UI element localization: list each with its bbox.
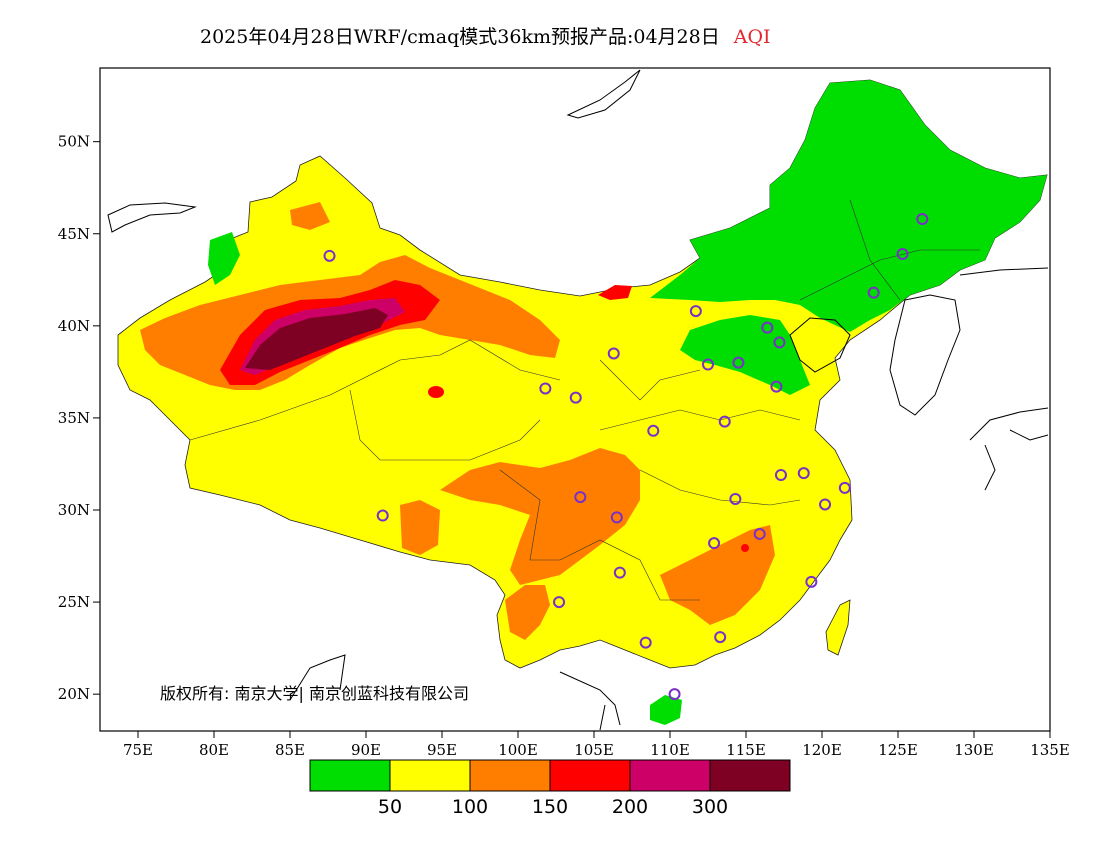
y-tick-label: 40N	[58, 317, 90, 335]
copyright-notice: 版权所有: 南京大学| 南京创蓝科技有限公司	[160, 684, 469, 703]
colorbar-swatch	[309, 759, 391, 792]
monitoring-stations	[323, 213, 929, 701]
station-marker	[797, 467, 810, 480]
x-tick-label: 80E	[199, 741, 229, 759]
station-marker	[805, 575, 818, 588]
map-title: 2025年04月28日WRF/cmaq模式36km预报产品:04月28日 AQI	[200, 22, 771, 49]
station-marker	[714, 631, 727, 644]
station-marker	[916, 213, 929, 226]
y-tick-label: 35N	[58, 409, 90, 427]
x-tick-label: 100E	[498, 741, 538, 759]
station-marker	[718, 415, 731, 428]
east-coast-right	[959, 267, 1049, 276]
green-north-plain	[680, 315, 810, 395]
colorbar-label: 50	[378, 796, 402, 818]
title-main: 2025年04月28日WRF/cmaq模式36km预报产品:04月28日	[200, 26, 720, 48]
orange-xinjiang-north	[290, 202, 330, 230]
station-marker	[702, 358, 714, 371]
station-marker	[753, 527, 766, 540]
x-tick-label: 135E	[1030, 741, 1070, 759]
x-tick-label: 125E	[878, 741, 918, 759]
indochina-coast	[559, 671, 621, 731]
colorbar-label: 200	[612, 796, 648, 818]
station-marker	[770, 380, 783, 393]
station-marker	[607, 347, 620, 360]
red-jiangxi-spot	[741, 544, 749, 552]
station-marker	[838, 481, 851, 494]
station-marker	[774, 469, 787, 482]
colorbar-swatch	[709, 759, 791, 792]
station-marker	[647, 424, 660, 437]
colorbar-label: 300	[692, 796, 728, 818]
korea-coast	[889, 294, 961, 416]
green-tianshan	[208, 232, 240, 285]
station-marker	[761, 321, 774, 334]
station-marker	[732, 356, 745, 369]
y-tick-label: 45N	[58, 225, 90, 243]
station-marker	[729, 492, 742, 505]
y-tick-label: 20N	[58, 685, 90, 703]
colorbar-swatch	[389, 759, 471, 792]
station-marker	[867, 286, 880, 299]
x-tick-label: 130E	[954, 741, 994, 759]
station-marker	[819, 498, 832, 511]
station-marker	[613, 566, 626, 579]
province-boundaries	[189, 199, 980, 601]
station-marker	[569, 391, 582, 404]
bay-of-bengal-coast	[289, 654, 346, 701]
colorbar-swatch	[549, 759, 631, 792]
station-marker	[689, 305, 702, 318]
colorbar-label: 150	[532, 796, 568, 818]
x-tick-label: 90E	[351, 741, 381, 759]
station-marker	[896, 248, 909, 261]
orange-sichuan	[440, 448, 640, 585]
y-tick-label: 30N	[58, 501, 90, 519]
red-qinghai-spot	[428, 386, 444, 398]
station-marker	[539, 382, 552, 395]
maroon-taklamakan	[245, 308, 388, 370]
station-marker	[639, 636, 652, 649]
station-marker	[553, 596, 566, 609]
aqi-field	[117, 79, 1048, 725]
y-tick-label: 50N	[58, 133, 90, 151]
longitude-axis: 75E 80E 85E 90E 95E 100E 105E 110E 115E 120E 125E 1…	[123, 731, 1070, 759]
station-marker	[773, 336, 786, 349]
colorbar-swatch	[629, 759, 711, 792]
station-marker	[323, 249, 336, 262]
orange-tibet	[400, 500, 440, 555]
title-variable: AQI	[733, 26, 771, 48]
x-tick-label: 85E	[275, 741, 305, 759]
russia-lake-coast	[566, 69, 641, 119]
japan-coast	[969, 407, 1049, 491]
station-marker	[708, 537, 721, 550]
colorbar-label: 100	[452, 796, 488, 818]
x-tick-label: 120E	[802, 741, 842, 759]
x-tick-label: 110E	[650, 741, 690, 759]
northwest-coast	[107, 202, 197, 233]
x-tick-label: 105E	[574, 741, 614, 759]
station-marker	[376, 509, 389, 522]
green-hainan	[650, 695, 682, 725]
x-tick-label: 95E	[427, 741, 457, 759]
station-marker	[574, 491, 587, 504]
coastlines	[107, 69, 1049, 731]
station-marker	[610, 511, 623, 524]
x-tick-label: 75E	[123, 741, 153, 759]
aqi-colorbar: 50 100 150 200 300	[309, 759, 791, 818]
orange-yunnan	[505, 585, 550, 640]
bohai-coast	[789, 317, 851, 373]
y-tick-label: 25N	[58, 593, 90, 611]
colorbar-swatch	[469, 759, 551, 792]
green-northeast	[650, 80, 1047, 332]
red-inner-mongolia	[598, 285, 632, 300]
taiwan-island	[825, 599, 851, 656]
station-marker	[668, 688, 681, 701]
latitude-axis: 50N 45N 40N 35N 30N 25N 20N	[58, 133, 100, 703]
x-tick-label: 115E	[726, 741, 766, 759]
